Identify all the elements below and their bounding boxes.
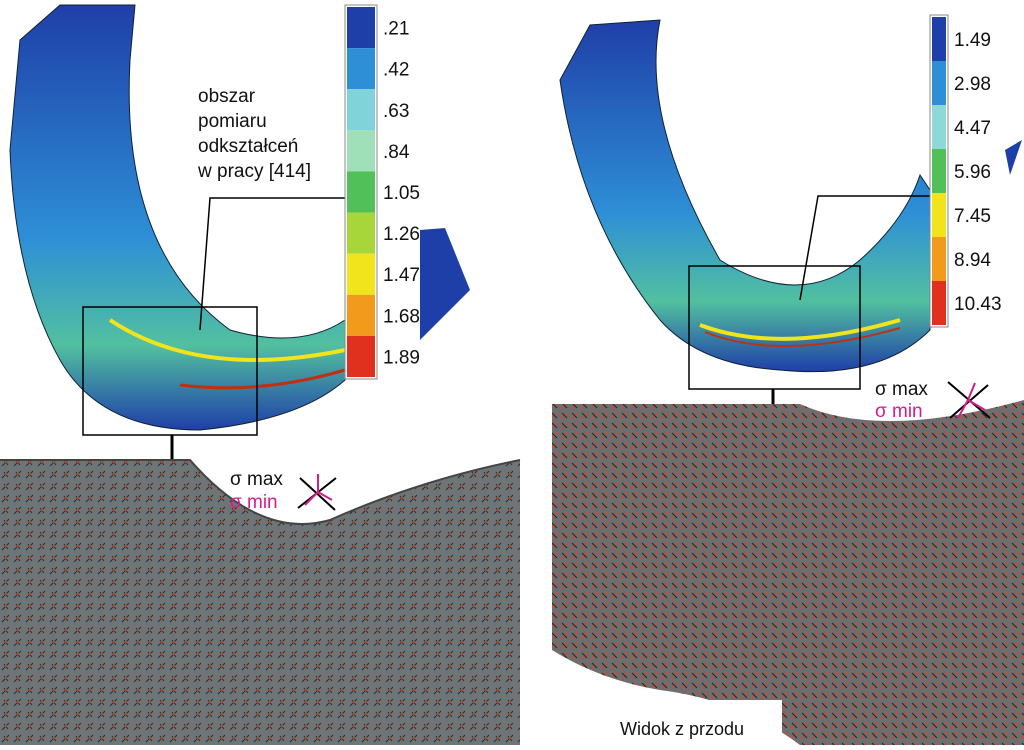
legend-band [932,281,946,325]
legend-label: 10.43 [954,294,1002,315]
blade-fragment [420,228,470,340]
vector-plot-right [552,400,1024,745]
legend-band [347,89,375,131]
legend-band [932,61,946,105]
sigma-min: σ min [230,492,278,513]
hotspot [108,318,346,362]
annotation-line: w pracy [414] [197,161,311,182]
leader [199,197,360,331]
legend-label: 1.05 [383,183,420,204]
measure-box [82,306,258,436]
legend-label: .84 [383,142,410,163]
legend-label: 8.94 [954,250,991,271]
legend-band [347,7,375,49]
caption-bg [552,700,782,745]
legend-band [347,212,375,254]
legend-label: .42 [383,60,409,81]
legend-band [932,105,946,149]
legend-band [347,48,375,90]
legend-band [347,253,375,295]
legend-label: 5.96 [954,162,991,183]
blade-left [9,4,346,431]
legend-band [932,237,946,281]
annotation-line: pomiaru [198,111,267,132]
legend-label: 1.26 [383,224,420,245]
sigma-min: σ min [875,401,923,422]
annotation-line: obszar [198,86,256,107]
sigma-max: σ max [875,379,928,400]
legend-label: 7.45 [954,206,991,227]
legend-band [347,130,375,172]
legend-label: .21 [383,19,409,40]
legend-band [347,335,375,377]
legend-label: .63 [383,101,409,122]
legend-band [932,193,946,237]
legend-band [347,294,375,336]
sigma-max: σ max [230,469,283,490]
hotspot [179,368,346,390]
legend-label: 1.89 [383,347,420,368]
annotation-bg [192,80,327,192]
legend-label: 4.47 [954,118,991,139]
annotation-line: odkształceń [198,136,298,157]
caption: Widok z przodu [620,719,744,739]
legend-label: 2.98 [954,74,991,95]
blade-right [559,19,931,373]
legend-label: 1.68 [383,306,420,327]
vector-plot-left [0,460,520,745]
legend-label: 1.47 [383,265,420,286]
legend-band [932,149,946,193]
legend-label: 1.49 [954,30,991,51]
legend-band [347,171,375,213]
legend-band [932,17,946,61]
